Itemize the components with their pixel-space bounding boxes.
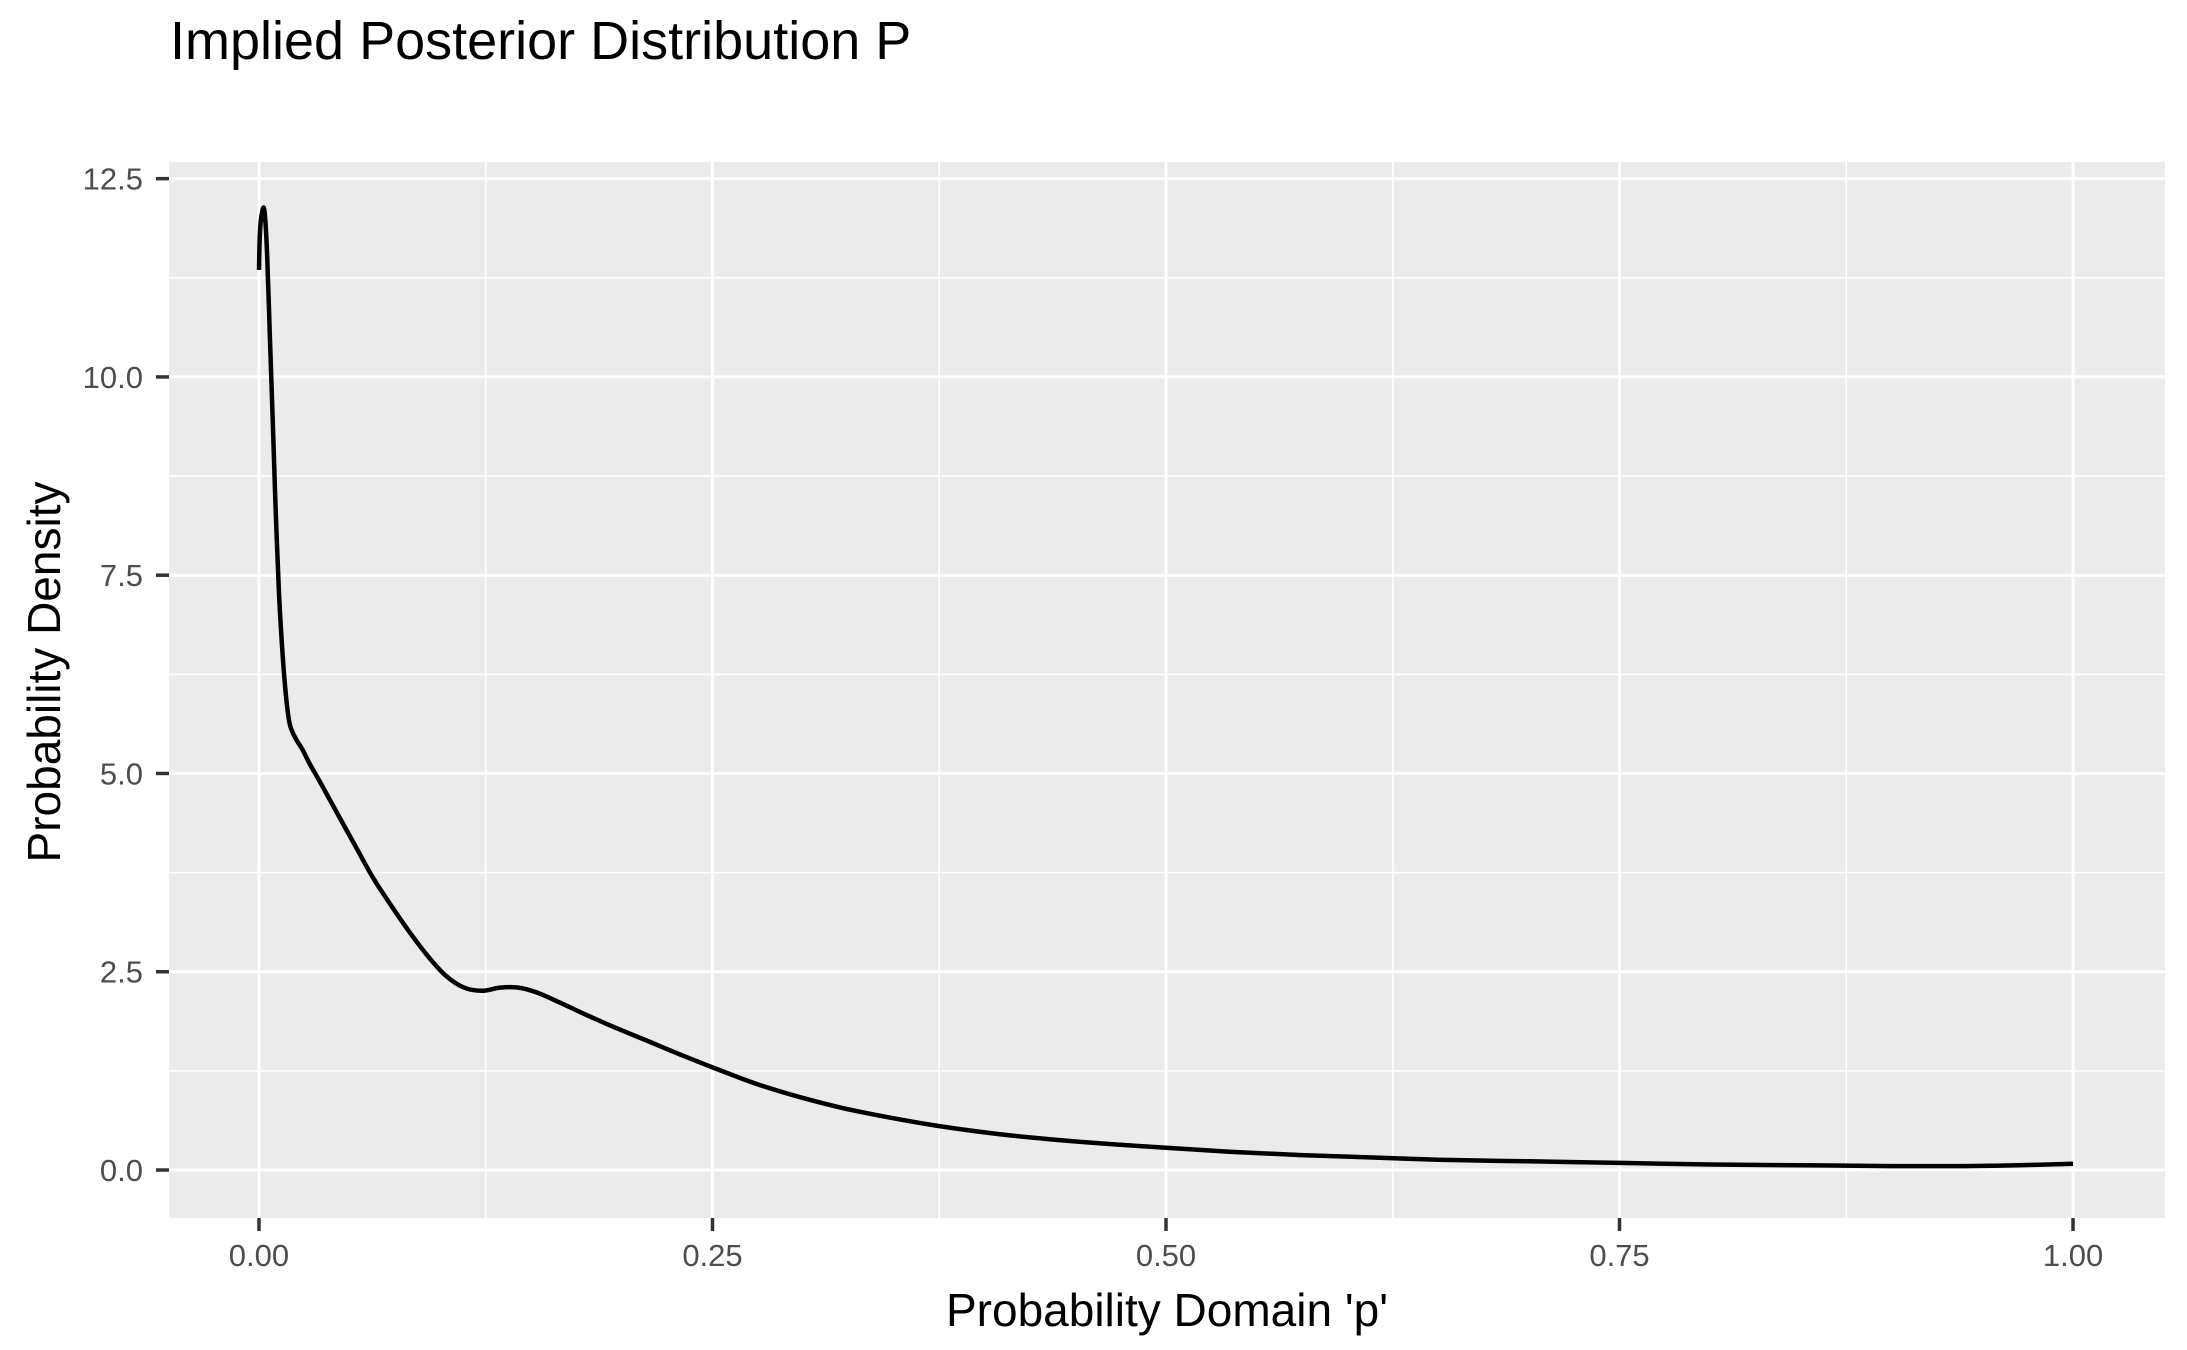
y-tick-label: 7.5	[100, 558, 143, 593]
y-tick-label: 10.0	[83, 360, 143, 395]
x-tick-label: 1.00	[2043, 1238, 2103, 1273]
y-tick-label: 5.0	[100, 756, 143, 791]
x-axis-title: Probability Domain 'p'	[946, 1284, 1388, 1336]
x-tick-label: 0.50	[1136, 1238, 1196, 1273]
y-tick-label: 12.5	[83, 162, 143, 197]
y-tick-label: 2.5	[100, 955, 143, 990]
plot-title: Implied Posterior Distribution P	[170, 11, 912, 71]
y-tick-label: 0.0	[100, 1153, 143, 1188]
x-tick-label: 0.00	[229, 1238, 289, 1273]
x-tick-label: 0.75	[1589, 1238, 1649, 1273]
density-curve	[256, 205, 2074, 1169]
x-tick-label: 0.25	[682, 1238, 742, 1273]
